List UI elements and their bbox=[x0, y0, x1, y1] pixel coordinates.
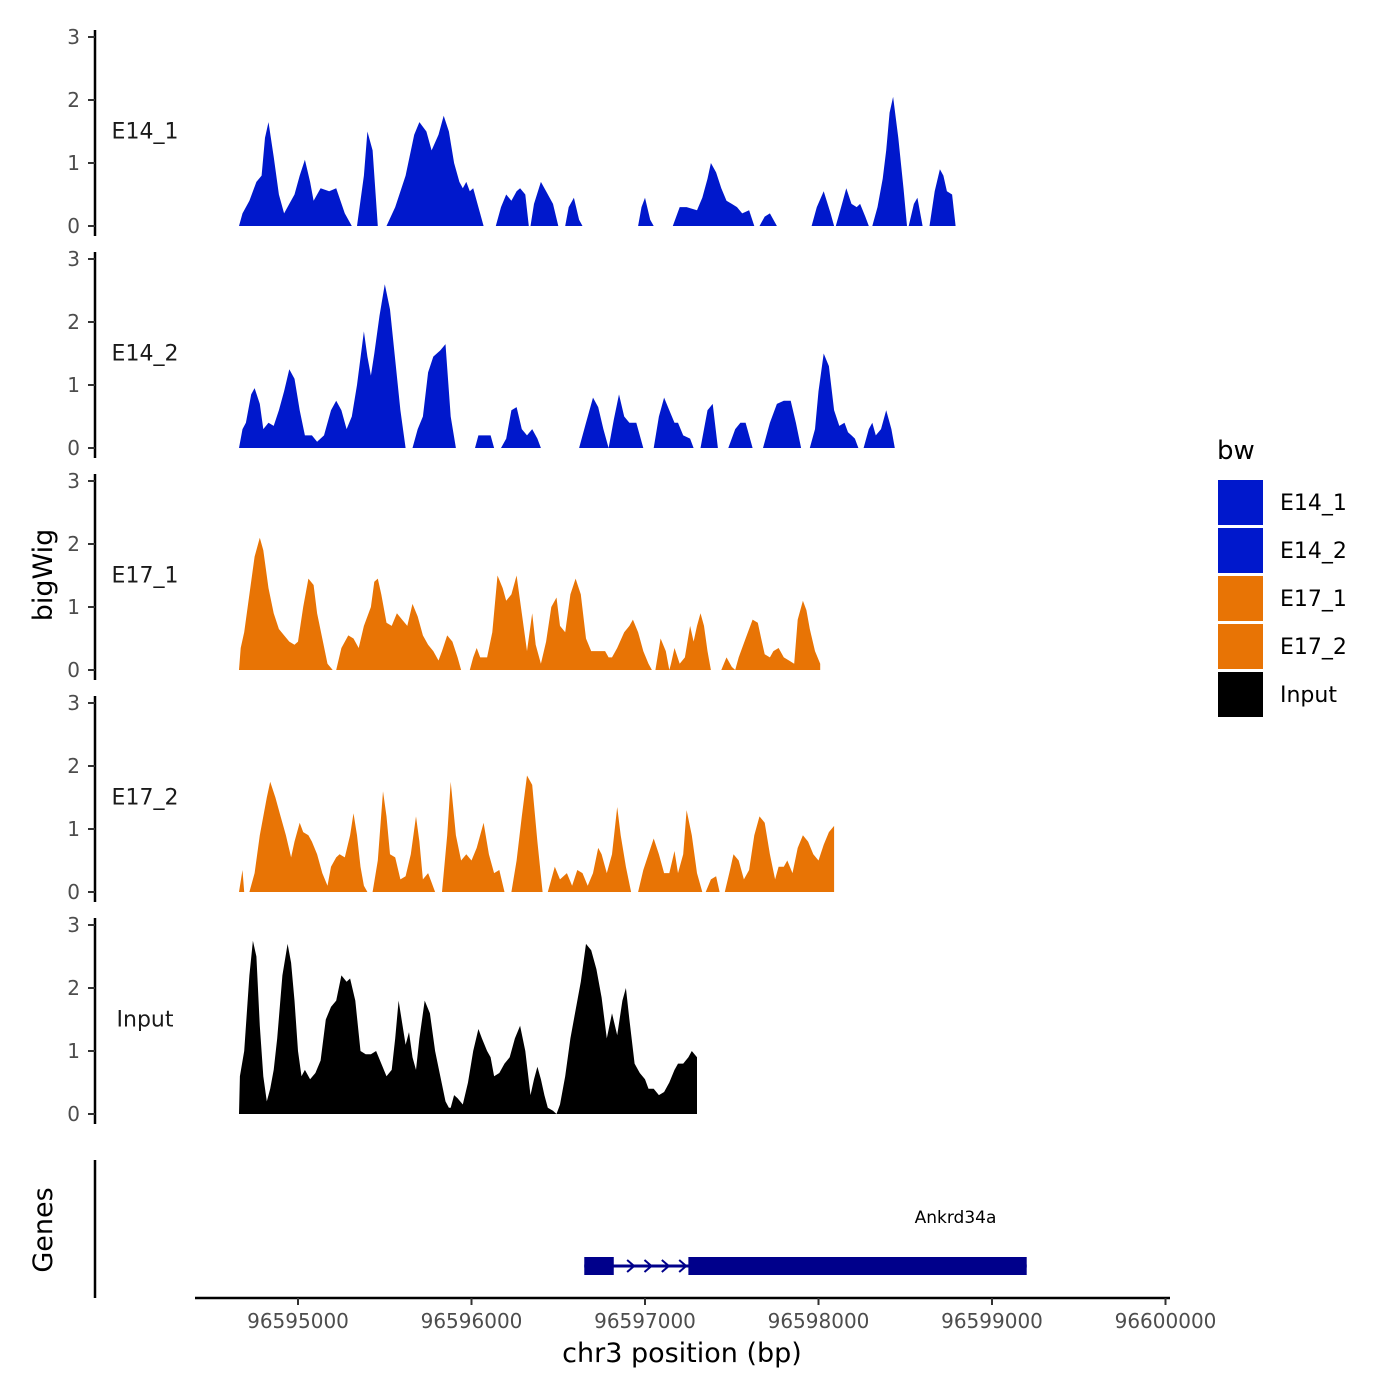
panel-E14_2: 0 1 2 3 E14_2 bbox=[67, 247, 895, 460]
legend-swatch bbox=[1218, 528, 1263, 573]
gene-label: Ankrd34a bbox=[915, 1208, 997, 1228]
y-tick-label: 1 bbox=[67, 595, 80, 619]
panel-label: E17_1 bbox=[112, 564, 179, 589]
y-tick-label: 0 bbox=[67, 214, 80, 238]
y-tick-label: 2 bbox=[67, 310, 80, 334]
legend-label: E17_2 bbox=[1280, 635, 1347, 660]
legend-label: E14_1 bbox=[1280, 491, 1347, 516]
series-area-Input bbox=[239, 940, 697, 1114]
series-area-E14_2 bbox=[239, 284, 895, 448]
y-tick-label: 1 bbox=[67, 151, 80, 175]
y-axis-title: bigWig bbox=[28, 529, 59, 622]
y-tick-label: 3 bbox=[67, 247, 80, 271]
panel-Input: 0 1 2 3 Input bbox=[67, 913, 697, 1126]
x-tick-label: 96599000 bbox=[941, 1309, 1043, 1333]
y-tick-label: 2 bbox=[67, 532, 80, 556]
y-tick-label: 1 bbox=[67, 373, 80, 397]
legend-swatch bbox=[1218, 624, 1263, 669]
y-tick-label: 0 bbox=[67, 658, 80, 682]
y-tick-label: 0 bbox=[67, 1102, 80, 1126]
x-tick-label: 96596000 bbox=[421, 1309, 523, 1333]
track-panels: 0 1 2 3 E14_1 0 1 2 3 E14_2 0 1 2 3 E17_1 0 1 2 3 E17_2 0 1 2 3… bbox=[67, 25, 956, 1126]
x-tick-label: 96597000 bbox=[594, 1309, 696, 1333]
y-tick-label: 2 bbox=[67, 88, 80, 112]
y-tick-label: 3 bbox=[67, 469, 80, 493]
x-axis-title: chr3 position (bp) bbox=[562, 1338, 802, 1369]
x-tick-label: 96598000 bbox=[768, 1309, 870, 1333]
y-tick-label: 1 bbox=[67, 1039, 80, 1063]
strand-arrow bbox=[661, 1259, 671, 1273]
panel-E17_2: 0 1 2 3 E17_2 bbox=[67, 691, 835, 904]
series-area-E14_1 bbox=[239, 96, 956, 227]
series-area-E17_1 bbox=[239, 537, 821, 670]
gene-coding-block bbox=[688, 1257, 1027, 1275]
genes-axis-title: Genes bbox=[28, 1187, 59, 1272]
x-tick-label: 96600000 bbox=[1115, 1309, 1217, 1333]
genes-panel: Ankrd34a bbox=[93, 1160, 1027, 1298]
panel-E17_1: 0 1 2 3 E17_1 bbox=[67, 469, 821, 682]
legend-swatch bbox=[1218, 576, 1263, 621]
panel-label: E14_2 bbox=[112, 342, 179, 367]
legend-swatch bbox=[1218, 672, 1263, 717]
strand-arrow bbox=[643, 1259, 654, 1273]
x-axis: 96595000 96596000 96597000 96598000 96599000… bbox=[195, 1296, 1217, 1333]
y-tick-label: 2 bbox=[67, 976, 80, 1000]
legend-label: Input bbox=[1280, 683, 1337, 708]
legend-label: E17_1 bbox=[1280, 587, 1347, 612]
y-tick-label: 1 bbox=[67, 817, 80, 841]
y-tick-label: 3 bbox=[67, 691, 80, 715]
legend: bw E14_1 E14_2 E17_1 E17_2 Input bbox=[1217, 436, 1347, 717]
y-tick-label: 3 bbox=[67, 913, 80, 937]
panel-label: E17_2 bbox=[112, 786, 179, 811]
strand-arrow bbox=[678, 1259, 688, 1273]
panel-label: Input bbox=[117, 1008, 174, 1033]
x-tick-label: 96595000 bbox=[247, 1309, 349, 1333]
series-area-E17_2 bbox=[239, 775, 835, 892]
panel-label: E14_1 bbox=[112, 120, 179, 145]
legend-swatch bbox=[1218, 480, 1263, 525]
legend-label: E14_2 bbox=[1280, 539, 1347, 564]
panel-E14_1: 0 1 2 3 E14_1 bbox=[67, 25, 956, 238]
strand-arrow bbox=[626, 1259, 636, 1273]
y-tick-label: 2 bbox=[67, 754, 80, 778]
y-tick-label: 0 bbox=[67, 436, 80, 460]
y-tick-label: 3 bbox=[67, 25, 80, 49]
y-tick-label: 0 bbox=[67, 880, 80, 904]
legend-title: bw bbox=[1217, 436, 1255, 466]
gene-exon bbox=[584, 1257, 614, 1275]
